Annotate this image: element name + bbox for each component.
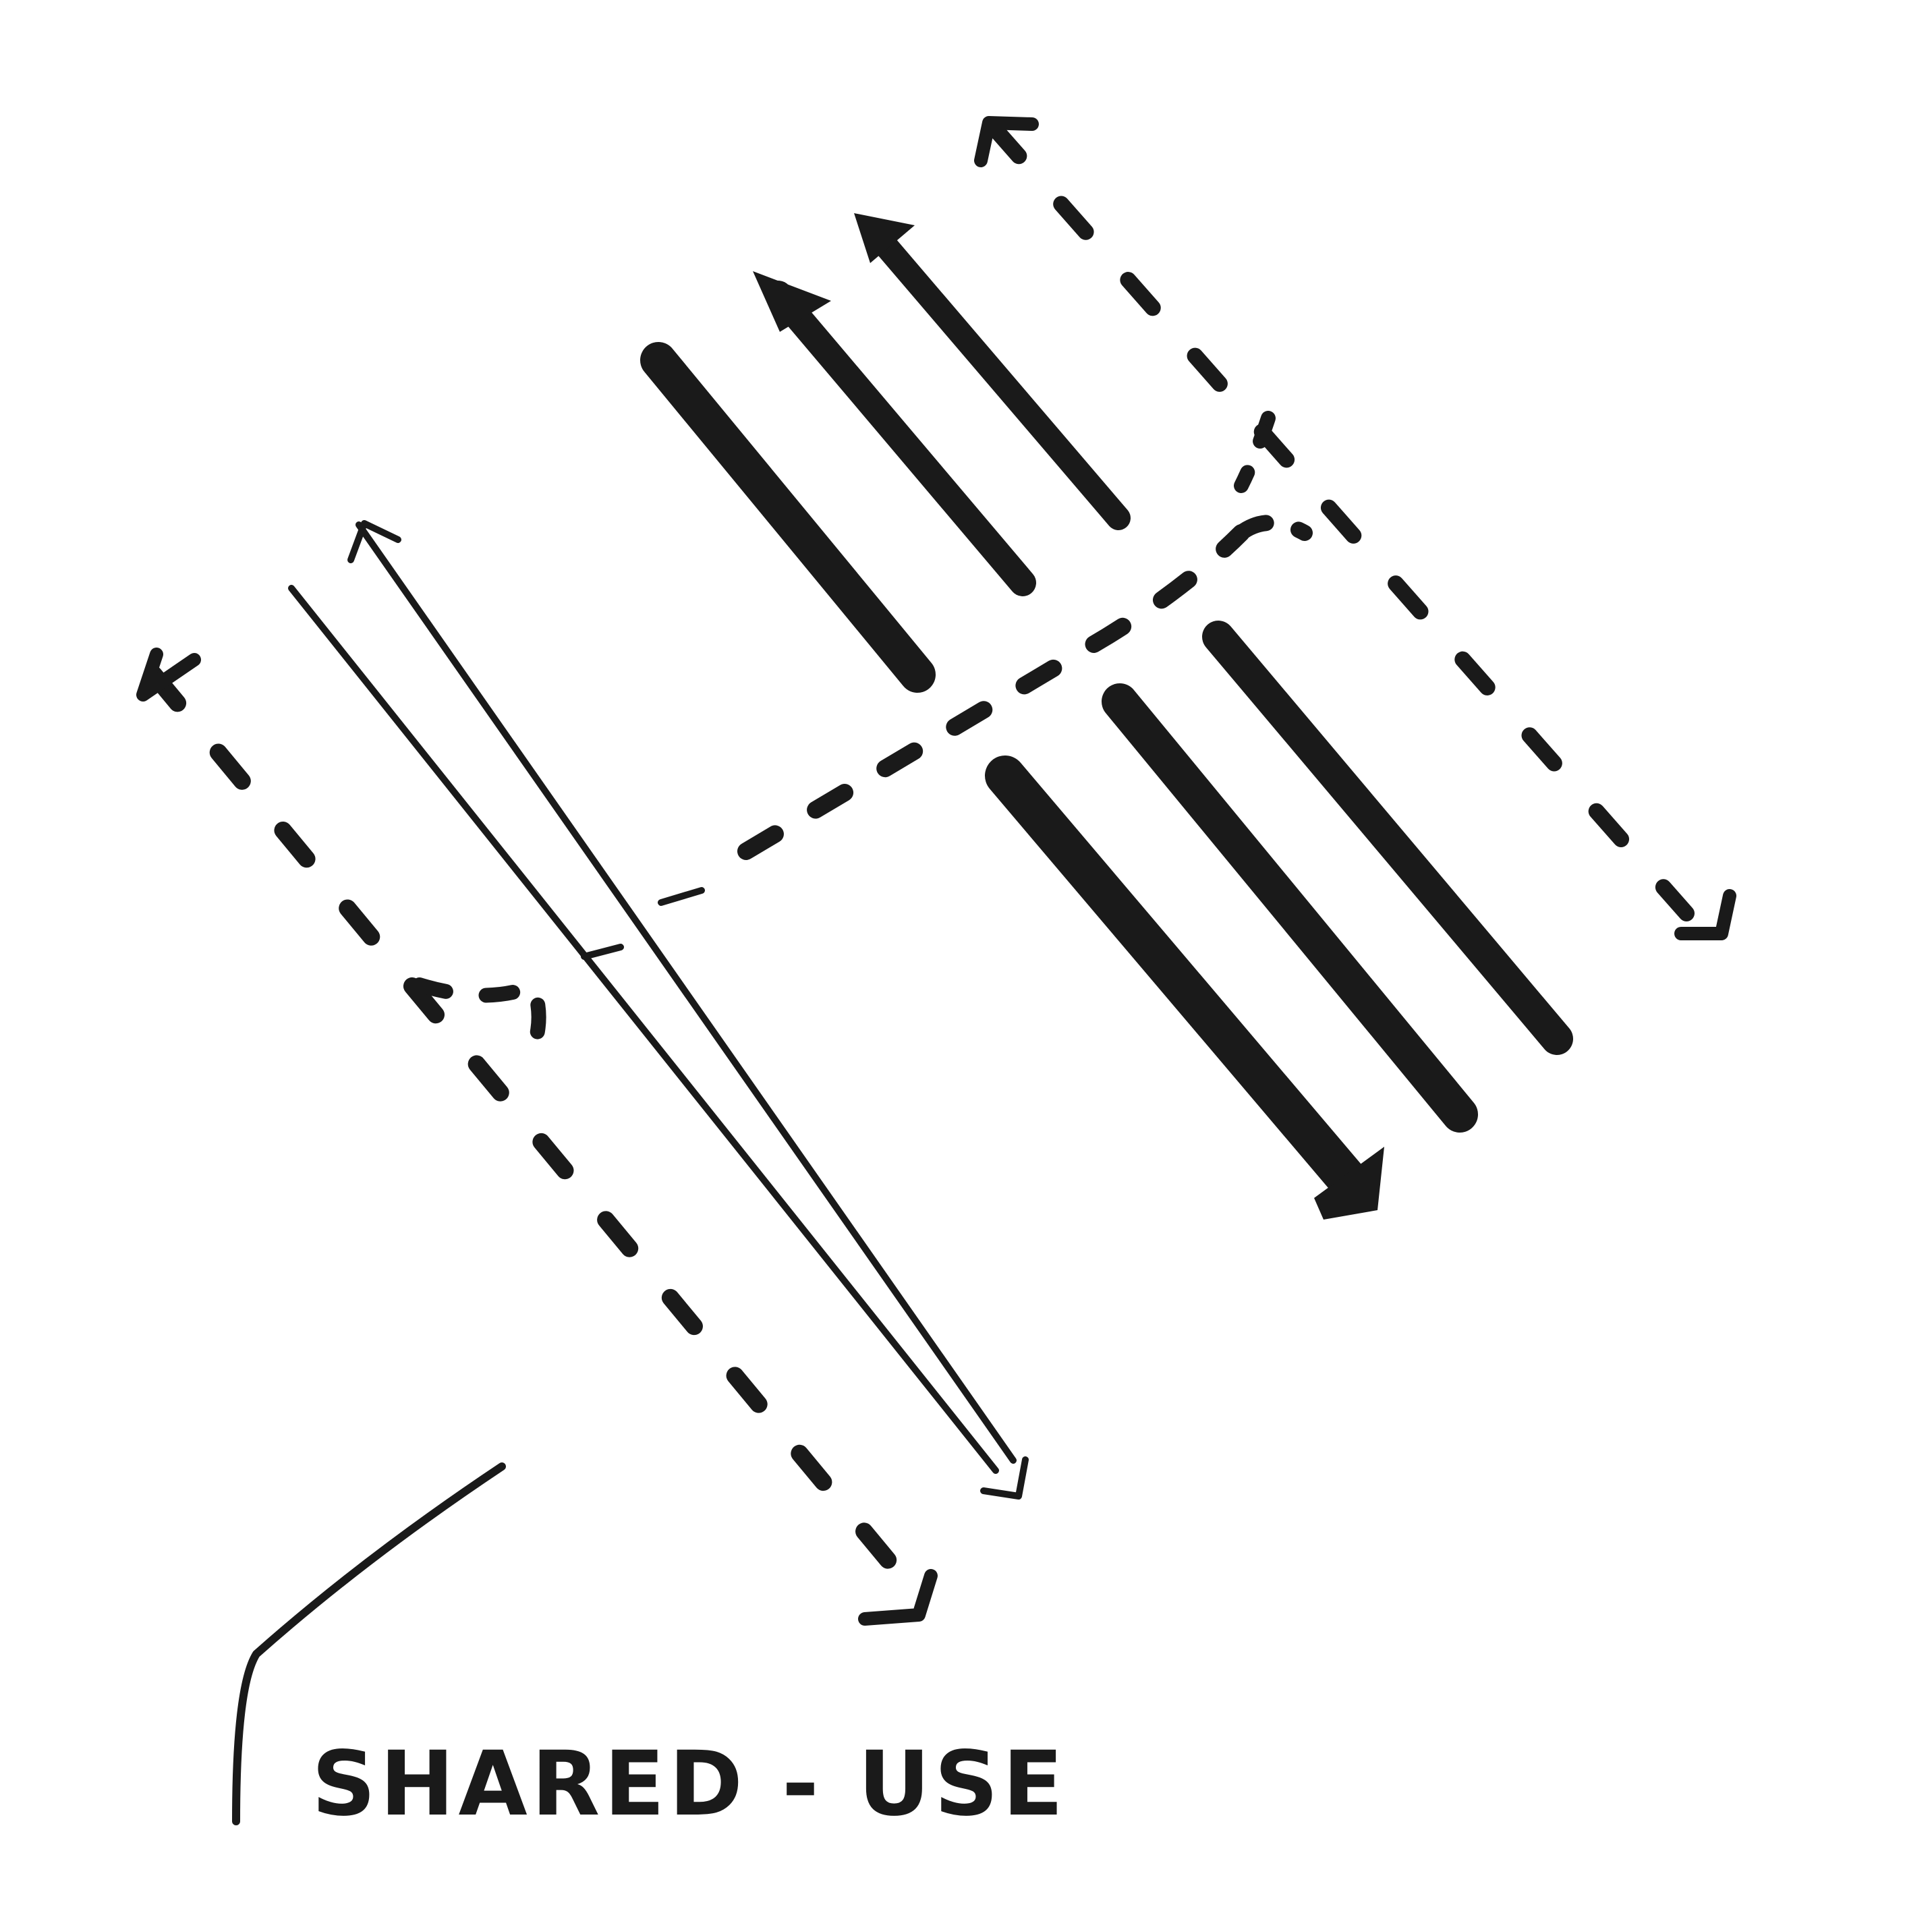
crossing-path-split (1233, 515, 1313, 541)
lane-lower-3 (1202, 621, 1573, 1055)
shared-use-path-arrowhead-top (347, 520, 401, 563)
pedestrian-path-right (974, 116, 1736, 940)
lane-upper-1 (640, 342, 936, 693)
shared-use-path-arrowhead-bottom (980, 1456, 1029, 1500)
pedestrian-path-left-arrowhead-bottom (858, 1569, 938, 1626)
lane-lower-2 (1102, 683, 1478, 1133)
shared-use-path-tick-2 (658, 887, 705, 906)
pedestrian-path-left-line (145, 666, 934, 1614)
shared-use-path (288, 520, 1029, 1500)
shared-use-path-tick-1 (581, 944, 624, 960)
pedestrian-path-left (136, 648, 938, 1626)
pedestrian-path-left-branch (412, 977, 546, 1073)
lane-upper-3-arrowhead (854, 213, 915, 263)
lane-lower-1-arrowhead (1314, 1147, 1384, 1220)
crossing-path-line (737, 524, 1250, 860)
traffic-lanes-upper (640, 228, 1131, 693)
traffic-lanes-lower (985, 621, 1573, 1205)
lane-lower-1 (985, 755, 1372, 1205)
pedestrian-path-right-line (986, 120, 1695, 921)
lane-upper-3 (869, 228, 1131, 530)
lane-upper-2 (765, 281, 1036, 596)
lane-upper-2-arrowhead (753, 271, 831, 332)
shared-use-path-line-a (288, 585, 999, 1474)
shared-use-path-line-b (356, 521, 1017, 1464)
pedestrian-path-left-arrowhead-top (136, 648, 201, 702)
shared-use-label: SHARED - USE (312, 1732, 1068, 1836)
pedestrian-path-right-arrowhead-top (974, 116, 1039, 167)
label-leader-line (232, 1462, 506, 1825)
pedestrian-path-right-arrowhead-bottom (1674, 889, 1736, 940)
